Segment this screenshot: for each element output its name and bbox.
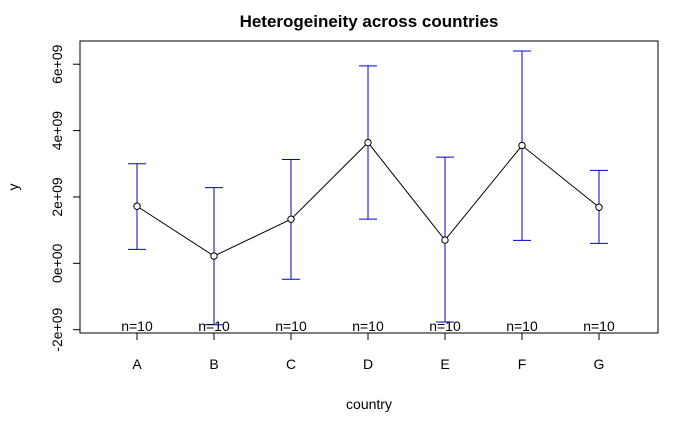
- x-tick-label: D: [363, 356, 373, 372]
- y-tick-label: 6e+09: [49, 44, 65, 84]
- plot-area-frame: [79, 40, 659, 334]
- error-bars: [128, 50, 608, 326]
- x-tick-label: B: [209, 356, 218, 372]
- sample-size-label: n=10: [121, 318, 153, 334]
- sample-size-label: n=10: [506, 318, 538, 334]
- y-axis-label: y: [5, 184, 21, 191]
- x-tick-label: C: [286, 356, 296, 372]
- data-point: [210, 252, 218, 260]
- y-tick-label: 2e+09: [49, 177, 65, 217]
- data-point: [595, 203, 603, 211]
- data-point: [364, 138, 372, 147]
- x-tick-label: G: [594, 356, 605, 372]
- y-tick-label: -2e+09: [49, 307, 65, 351]
- x-axis-label: country: [346, 396, 392, 412]
- series-line: [133, 138, 603, 260]
- sample-size-label: n=10: [429, 318, 461, 334]
- y-tick-label: 4e+09: [49, 111, 65, 151]
- y-axis: -2e+09 0e+00 2e+09 4e+09 6e+09: [49, 44, 81, 352]
- data-point: [287, 215, 295, 223]
- sample-size-label: n=10: [352, 318, 384, 334]
- sample-size-label: n=10: [198, 318, 230, 334]
- sample-size-labels: n=10 n=10 n=10 n=10 n=10 n=10 n=10: [121, 318, 615, 334]
- x-tick-label: E: [440, 356, 449, 372]
- data-point: [518, 141, 526, 150]
- x-axis: A B C D E F G: [132, 333, 604, 372]
- sample-size-label: n=10: [583, 318, 615, 334]
- x-tick-label: F: [518, 356, 527, 372]
- data-point: [133, 202, 141, 210]
- data-point: [441, 236, 449, 244]
- chart-title: Heterogeineity across countries: [240, 12, 499, 31]
- sample-size-label: n=10: [275, 318, 307, 334]
- x-tick-label: A: [132, 356, 142, 372]
- y-tick-label: 0e+00: [49, 243, 65, 283]
